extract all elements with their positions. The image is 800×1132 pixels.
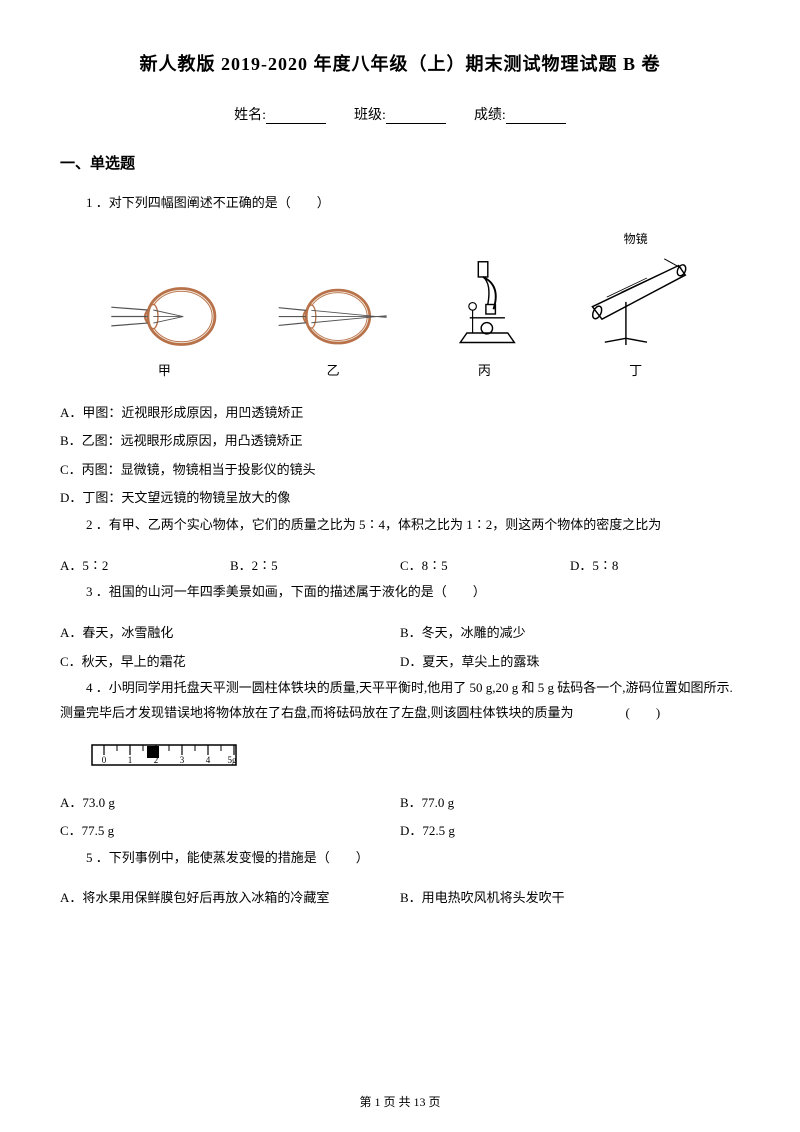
q5-option-b: B．用电热吹风机将头发吹干 bbox=[400, 884, 740, 913]
svg-text:2: 2 bbox=[154, 755, 159, 765]
diagram-yi: 乙 bbox=[276, 282, 391, 379]
question-4-text: 4 ．小明同学用托盘天平测一圆柱体铁块的质量,天平平衡时,他用了 50 g,20… bbox=[60, 676, 740, 725]
q4-option-a: A．73.0 g bbox=[60, 789, 400, 818]
q2-option-c: C．8∶5 bbox=[400, 552, 570, 581]
name-label: 姓名: bbox=[234, 108, 266, 123]
question-1-text: 1 ．对下列四幅图阐述不正确的是（ ） bbox=[60, 191, 740, 216]
question-4-options: A．73.0 g B．77.0 g C．77.5 g D．72.5 g bbox=[60, 789, 740, 846]
q2-option-b: B．2∶5 bbox=[230, 552, 400, 581]
q3-option-b: B．冬天，冰雕的减少 bbox=[400, 619, 740, 648]
question-5-text: 5 ．下列事例中，能使蒸发变慢的措施是（ ） bbox=[60, 846, 740, 871]
q1-option-b: B．乙图：远视眼形成原因，用凸透镜矫正 bbox=[60, 427, 740, 456]
q3-option-d: D．夏天，草尖上的露珠 bbox=[400, 648, 740, 677]
ruler-svg: 0 1 2 3 4 5g bbox=[90, 740, 240, 770]
ruler-diagram: 0 1 2 3 4 5g bbox=[90, 740, 740, 775]
class-blank bbox=[386, 110, 446, 124]
diagram-yi-label: 乙 bbox=[276, 360, 391, 379]
diagram-jia: 甲 bbox=[107, 282, 222, 379]
q1-option-d: D．丁图：天文望远镜的物镜呈放大的像 bbox=[60, 484, 740, 513]
class-label: 班级: bbox=[354, 108, 386, 123]
score-blank bbox=[506, 110, 566, 124]
q1-option-c: C．丙图：显微镜，物镜相当于投影仪的镜头 bbox=[60, 456, 740, 485]
q3-option-c: C．秋天，早上的霜花 bbox=[60, 648, 400, 677]
svg-text:4: 4 bbox=[206, 755, 211, 765]
score-label: 成绩: bbox=[474, 108, 506, 123]
diagram-bing: 丙 bbox=[444, 257, 524, 379]
page-title: 新人教版 2019-2020 年度八年级（上）期末测试物理试题 B 卷 bbox=[60, 50, 740, 76]
q1-option-a: A．甲图：近视眼形成原因，用凹透镜矫正 bbox=[60, 399, 740, 428]
question-5-options: A．将水果用保鲜膜包好后再放入冰箱的冷藏室 B．用电热吹风机将头发吹干 bbox=[60, 884, 740, 913]
q3-option-a: A．春天，冰雪融化 bbox=[60, 619, 400, 648]
student-info-row: 姓名: 班级: 成绩: bbox=[60, 104, 740, 124]
diagram-ding-label: 丁 bbox=[578, 360, 693, 379]
section-1-title: 一、单选题 bbox=[60, 152, 740, 173]
question-1-diagrams: 甲 乙 丙 物镜 bbox=[80, 230, 720, 379]
question-2-text: 2 ．有甲、乙两个实心物体，它们的质量之比为 5∶4，体积之比为 1∶2，则这两… bbox=[60, 513, 740, 538]
question-1-options: A．甲图：近视眼形成原因，用凹透镜矫正 B．乙图：远视眼形成原因，用凸透镜矫正 … bbox=[60, 399, 740, 513]
eye-jia-svg bbox=[107, 282, 222, 352]
question-3-text: 3 ．祖国的山河一年四季美景如画，下面的描述属于液化的是（ ） bbox=[60, 580, 740, 605]
telescope-svg bbox=[578, 247, 693, 352]
question-3-options: A．春天，冰雪融化 B．冬天，冰雕的减少 C．秋天，早上的霜花 D．夏天，草尖上… bbox=[60, 619, 740, 676]
question-2-options: A．5∶2 B．2∶5 C．8∶5 D．5∶8 bbox=[60, 552, 740, 581]
eye-yi-svg bbox=[276, 282, 391, 352]
telescope-lens-label: 物镜 bbox=[578, 230, 693, 247]
page-footer: 第 1 页 共 13 页 bbox=[0, 1093, 800, 1110]
q2-option-a: A．5∶2 bbox=[60, 552, 230, 581]
microscope-svg bbox=[444, 257, 524, 352]
name-blank bbox=[266, 110, 326, 124]
svg-text:5g: 5g bbox=[228, 755, 238, 765]
diagram-ding: 物镜 丁 bbox=[578, 230, 693, 379]
svg-text:1: 1 bbox=[128, 755, 133, 765]
q2-option-d: D．5∶8 bbox=[570, 552, 740, 581]
diagram-bing-label: 丙 bbox=[444, 360, 524, 379]
q5-option-a: A．将水果用保鲜膜包好后再放入冰箱的冷藏室 bbox=[60, 884, 400, 913]
q4-option-c: C．77.5 g bbox=[60, 817, 400, 846]
q4-option-b: B．77.0 g bbox=[400, 789, 740, 818]
svg-text:3: 3 bbox=[180, 755, 185, 765]
svg-text:0: 0 bbox=[102, 755, 107, 765]
q4-option-d: D．72.5 g bbox=[400, 817, 740, 846]
diagram-jia-label: 甲 bbox=[107, 360, 222, 379]
